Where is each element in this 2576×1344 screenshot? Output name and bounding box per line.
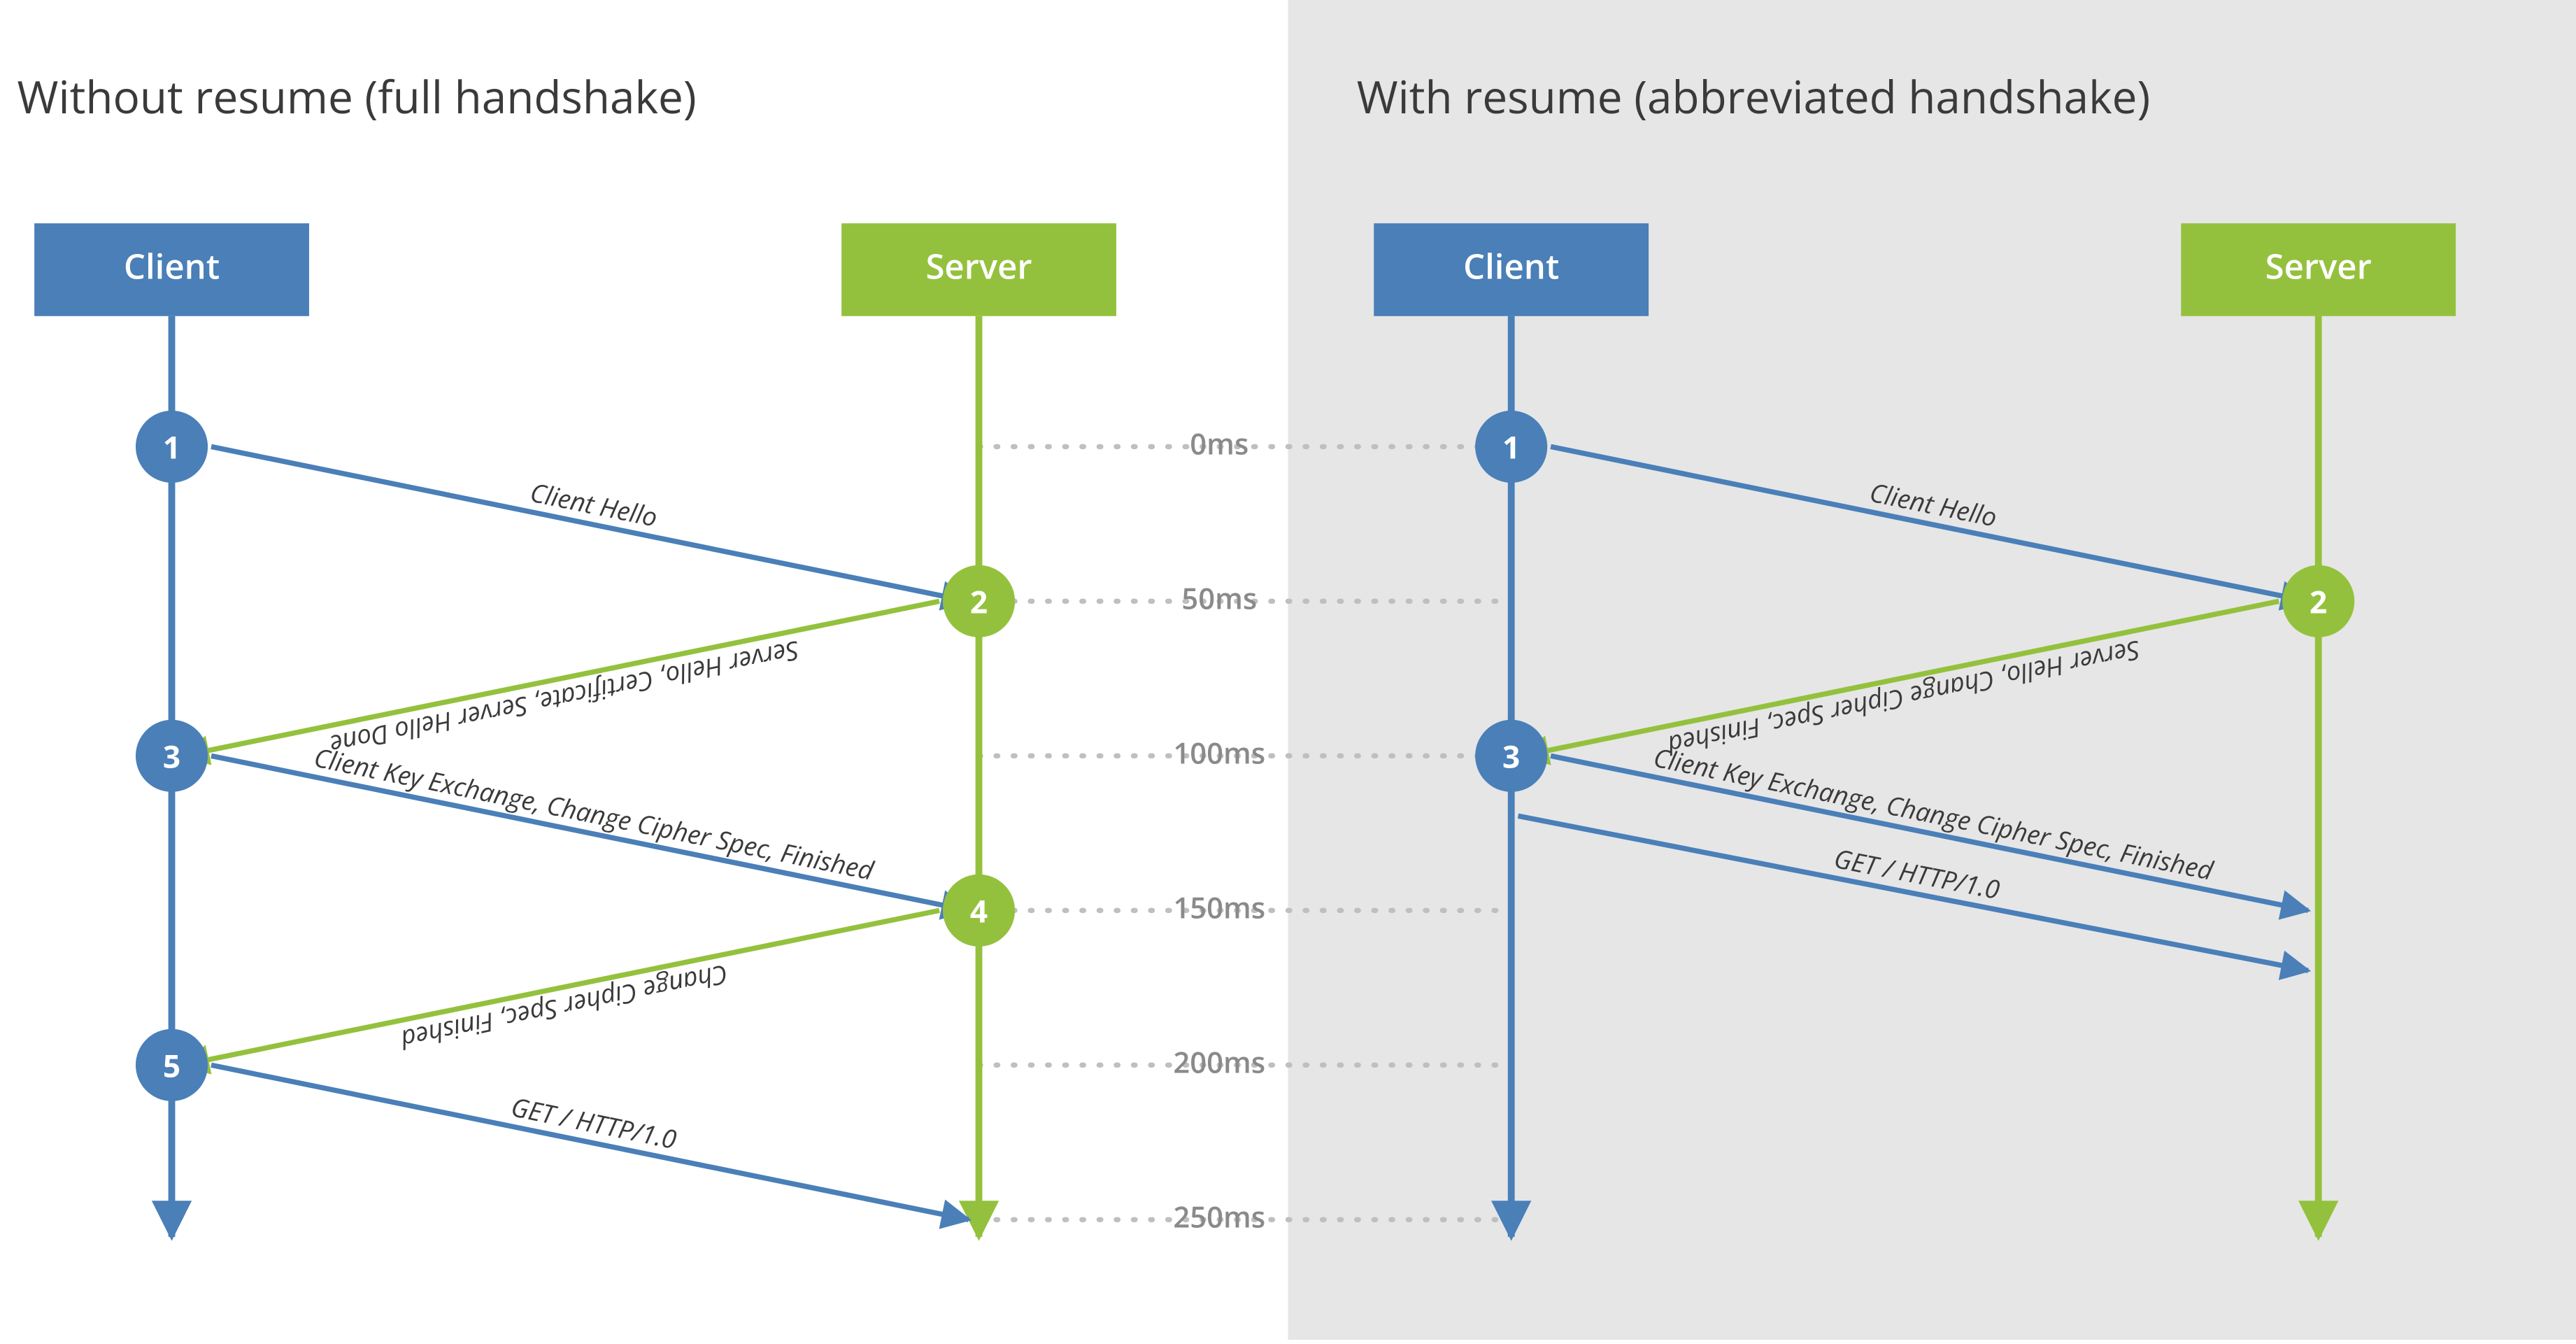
message-arrow	[211, 446, 969, 601]
timeline-label: 250ms	[1173, 1196, 1265, 1236]
message-arrow	[211, 756, 969, 910]
step-number: 2	[970, 580, 988, 622]
client-label: Client	[1463, 243, 1559, 290]
message-label: Server Hello, Certificate, Server Hello …	[327, 633, 803, 763]
sequence-diagram: Without resume (full handshake) With resu…	[0, 0, 2576, 1340]
message-label: Client Key Exchange, Change Cipher Spec,…	[311, 740, 877, 888]
message-label: Change Cipher Spec, Finished	[398, 957, 731, 1058]
message-arrow	[211, 1065, 969, 1219]
step-number: 3	[1502, 735, 1520, 777]
timeline-label: 150ms	[1173, 887, 1265, 927]
step-number: 1	[1502, 425, 1520, 467]
message-label: GET / HTTP/1.0	[508, 1089, 680, 1156]
client-label: Client	[124, 243, 220, 290]
server-label: Server	[2265, 243, 2372, 290]
timeline-label: 0ms	[1190, 424, 1248, 464]
timeline-label: 100ms	[1173, 733, 1265, 773]
step-number: 1	[163, 425, 180, 467]
step-number: 4	[970, 889, 988, 931]
right-title: With resume (abbreviated handshake)	[1357, 66, 2151, 127]
step-number: 2	[2310, 580, 2327, 622]
server-label: Server	[925, 243, 1032, 290]
timeline-label: 50ms	[1181, 579, 1257, 618]
timeline-label: 200ms	[1173, 1042, 1265, 1082]
step-number: 5	[163, 1044, 180, 1086]
step-number: 3	[163, 735, 180, 777]
left-title: Without resume (full handshake)	[17, 66, 697, 127]
message-arrow	[182, 601, 939, 756]
message-arrow	[182, 910, 939, 1065]
